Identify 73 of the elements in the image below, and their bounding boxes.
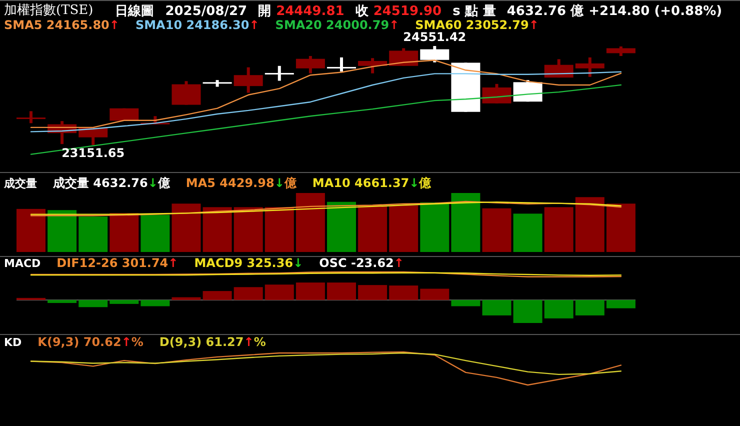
bar: [202, 207, 232, 252]
series-label: OSC -23.62↑: [319, 256, 404, 270]
bar: [544, 207, 574, 252]
bar: [420, 202, 450, 252]
text: 開: [258, 4, 272, 19]
bar: [16, 208, 46, 252]
text: 收: [355, 4, 370, 19]
candlestick: [16, 111, 46, 124]
candlestick: [575, 57, 604, 77]
bar: [48, 210, 77, 252]
candlestick: [327, 57, 356, 72]
candlestick: [264, 66, 294, 81]
annotation: 23151.65: [62, 146, 125, 160]
bar: [451, 300, 480, 306]
text: 24449.81: [276, 4, 344, 19]
series-label: DIF12-26 301.74↑: [56, 256, 178, 270]
text: SMA5 24165.80↑: [4, 18, 120, 32]
chart-title: MACD: [4, 257, 41, 270]
text: 2025/08/27: [165, 4, 248, 19]
bar: [140, 214, 170, 252]
candlestick: [358, 58, 388, 74]
bar: [140, 300, 170, 306]
bar: [234, 287, 263, 300]
bar: [606, 204, 636, 252]
legend-label: SMA60 23052.79↑: [415, 18, 539, 32]
bar: [482, 300, 512, 316]
text: 24519.90: [373, 4, 442, 19]
bar: [78, 300, 108, 308]
bar: [202, 291, 232, 300]
bar: [110, 213, 139, 252]
chart-title: 加權指數(TSE): [4, 3, 94, 18]
bar: [172, 204, 201, 252]
bar: [234, 207, 263, 252]
bar: [78, 216, 108, 252]
series-label: D(9,3) 61.27↑%: [159, 335, 266, 350]
bar: [451, 193, 480, 252]
bar: [110, 300, 139, 304]
series-label: 成交量 4632.76↓億: [52, 176, 171, 190]
chart-title: KD: [4, 336, 22, 350]
series-label: MA5 4429.98↓億: [186, 176, 298, 190]
bar: [420, 288, 450, 300]
bar: [575, 300, 604, 316]
bar: [544, 300, 574, 318]
bar: [264, 284, 294, 300]
chart-title: 成交量: [3, 177, 37, 190]
bar: [513, 300, 542, 323]
series-label: MA10 4661.37↓億: [312, 176, 432, 190]
text: s 點: [452, 4, 478, 19]
bar: [264, 207, 294, 252]
bar: [606, 300, 636, 308]
bar: [389, 205, 418, 252]
series-label: K(9,3) 70.62↑%: [38, 335, 144, 350]
bar: [358, 285, 388, 300]
bar: [327, 202, 356, 252]
text: 4632.76 億: [506, 2, 585, 19]
bar: [327, 282, 356, 300]
bar: [296, 282, 325, 300]
bar: [513, 214, 542, 252]
text: 量: [482, 4, 496, 19]
candlestick: [606, 46, 636, 56]
bar: [48, 300, 77, 303]
bar: [296, 193, 325, 252]
bar: [482, 208, 512, 252]
series-label: MACD9 325.36↓: [194, 256, 304, 270]
bar: [389, 286, 418, 300]
text: SMA10 24186.30↑: [135, 18, 260, 32]
text: +214.80 (+0.88%): [588, 4, 722, 19]
annotation: 24551.42: [403, 30, 466, 44]
bar: [358, 205, 388, 252]
bar: [172, 297, 201, 300]
text: 日線圖: [115, 4, 154, 19]
bar: [575, 197, 604, 252]
text: SMA20 24000.79↑: [275, 18, 400, 32]
